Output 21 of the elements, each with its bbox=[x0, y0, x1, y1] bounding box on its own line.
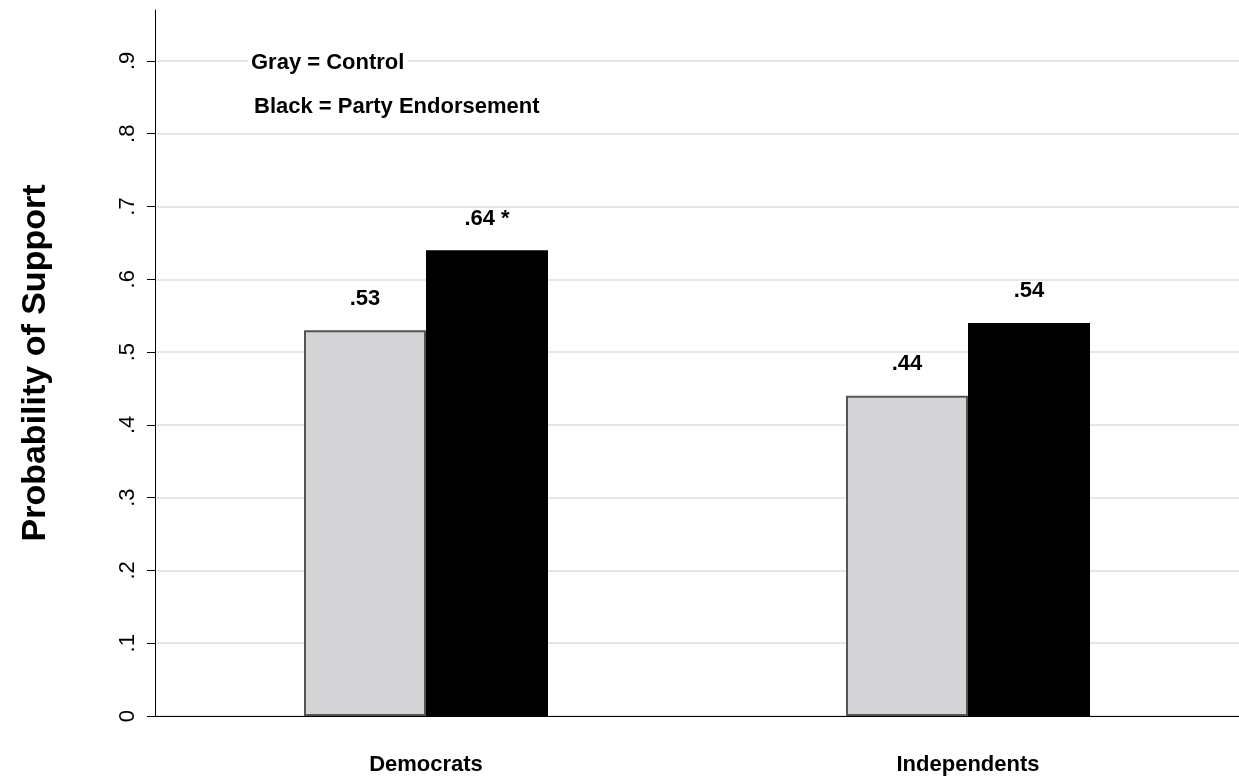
y-tick-label: .2 bbox=[113, 561, 139, 580]
y-tick-label: .9 bbox=[113, 51, 139, 71]
y-axis-title: Probability of Support bbox=[14, 184, 52, 542]
x-tick-label: Independents bbox=[896, 750, 1040, 776]
data-label: .53 bbox=[349, 284, 381, 310]
y-tick-label: 0 bbox=[113, 709, 139, 723]
y-tick-label: .3 bbox=[113, 488, 139, 507]
annotation: Black = Party Endorsement bbox=[254, 92, 541, 118]
y-tick-label: .1 bbox=[113, 634, 139, 653]
data-label: .44 bbox=[891, 350, 924, 376]
x-tick-label: Democrats bbox=[369, 750, 483, 776]
y-tick-label: .8 bbox=[113, 124, 139, 143]
bar bbox=[846, 395, 968, 716]
bar bbox=[304, 330, 426, 716]
y-tick-label: .5 bbox=[113, 342, 139, 362]
y-tick-label: .7 bbox=[113, 197, 139, 216]
annotation: Gray = Control bbox=[251, 48, 405, 74]
data-label: .64 * bbox=[464, 204, 511, 230]
data-label: .54 bbox=[1013, 277, 1046, 303]
y-tick-label: .6 bbox=[113, 270, 139, 289]
y-tick-label: .4 bbox=[113, 415, 139, 435]
